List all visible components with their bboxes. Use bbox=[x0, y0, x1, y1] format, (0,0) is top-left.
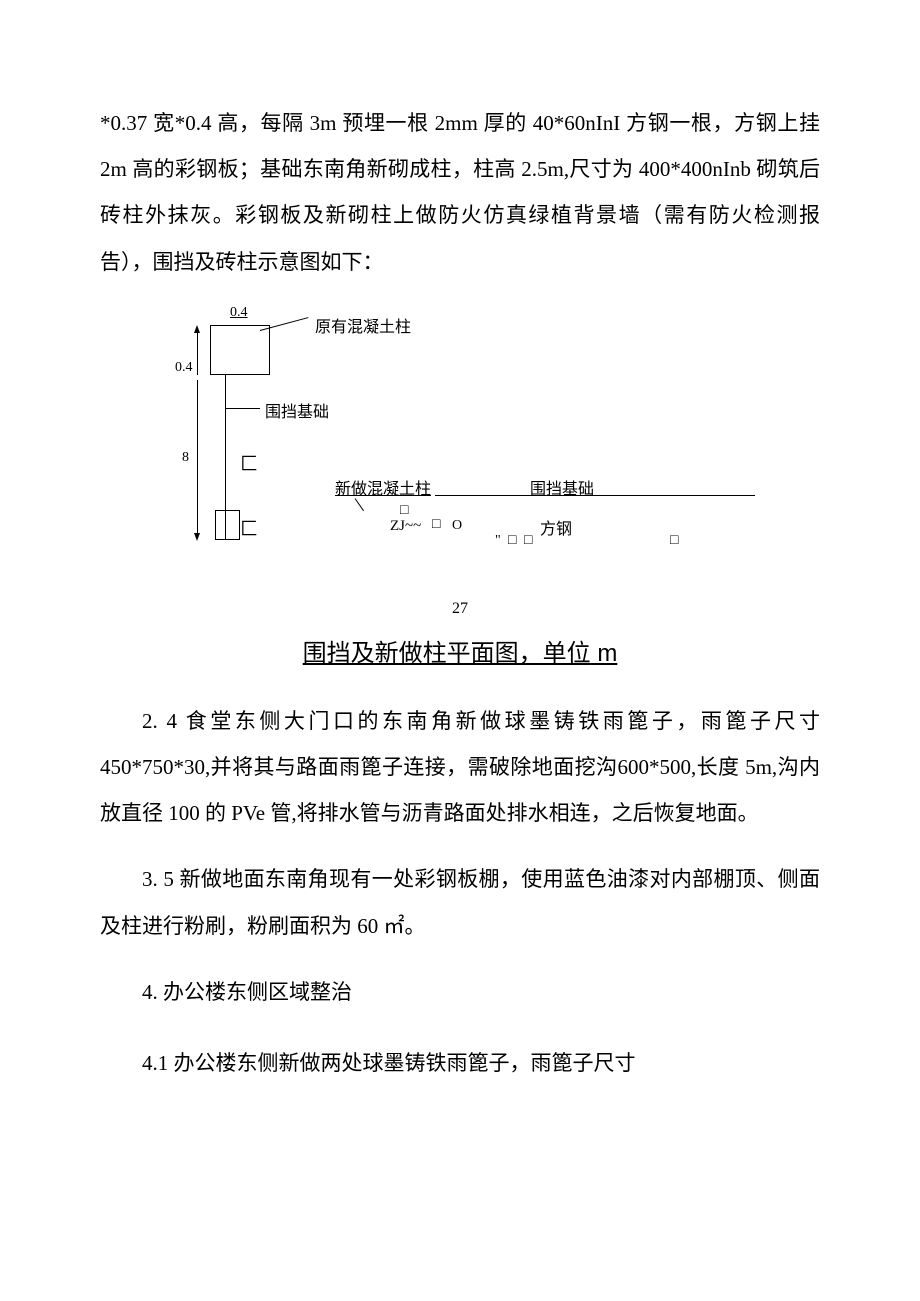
diag-1 bbox=[355, 498, 364, 511]
dim-top: 0.4 bbox=[230, 305, 248, 321]
circle-o: O bbox=[452, 518, 462, 534]
diagram-caption: 围挡及新做柱平面图，单位 m bbox=[100, 633, 820, 668]
dim-line-1 bbox=[197, 333, 198, 375]
arrow-down-1 bbox=[194, 533, 200, 541]
paragraph-2-4: 2. 4 食堂东侧大门口的东南角新做球墨铸铁雨篦子，雨篦子尺寸 450*750*… bbox=[100, 698, 820, 837]
bottom-rect bbox=[215, 510, 240, 540]
horiz-1 bbox=[225, 408, 260, 409]
label-foundation-1: 围挡基础 bbox=[265, 398, 329, 422]
diagram: 0.4 原有混凝土柱 0.4 围挡基础 8 匚 匚 新做混凝土柱 围挡基础 □ … bbox=[100, 305, 820, 585]
bracket-1: 匚 bbox=[240, 450, 258, 476]
caption-unit: m bbox=[591, 640, 618, 667]
paragraph-4: 4. 办公楼东侧区域整治 bbox=[100, 969, 820, 1015]
label-new-column: 新做混凝土柱 bbox=[335, 475, 431, 499]
bracket-2: 匚 bbox=[240, 515, 258, 541]
small-sq-3b: □ bbox=[524, 533, 532, 549]
dim-line-8 bbox=[197, 380, 198, 535]
label-original-column: 原有混凝土柱 bbox=[315, 313, 411, 337]
small-sq-3: □ bbox=[508, 533, 516, 549]
dim-left: 0.4 bbox=[175, 360, 193, 376]
paragraph-3-5: 3. 5 新做地面东南角现有一处彩钢板棚，使用蓝色油漆对内部棚顶、侧面及柱进行粉… bbox=[100, 856, 820, 948]
small-sq-1: □ bbox=[400, 503, 408, 519]
small-sq-4: □ bbox=[670, 533, 678, 549]
top-column-rect bbox=[210, 325, 270, 375]
quote: " bbox=[495, 533, 501, 549]
paragraph-4-1: 4.1 办公楼东侧新做两处球墨铸铁雨篦子，雨篦子尺寸 bbox=[100, 1040, 820, 1086]
dim-8: 8 bbox=[182, 450, 189, 466]
paragraph-1: *0.37 宽*0.4 高，每隔 3m 预埋一根 2mm 厚的 40*60nIn… bbox=[100, 100, 820, 285]
small-sq-2: □ bbox=[432, 517, 440, 533]
arrow-up-1 bbox=[194, 325, 200, 333]
page-number: 27 bbox=[100, 600, 820, 618]
label-fanggang: 方钢 bbox=[540, 515, 572, 539]
caption-text: 围挡及新做柱平面图，单位 bbox=[303, 641, 591, 667]
long-horiz bbox=[435, 495, 755, 496]
zj-label: ZJ~~ bbox=[390, 518, 421, 535]
